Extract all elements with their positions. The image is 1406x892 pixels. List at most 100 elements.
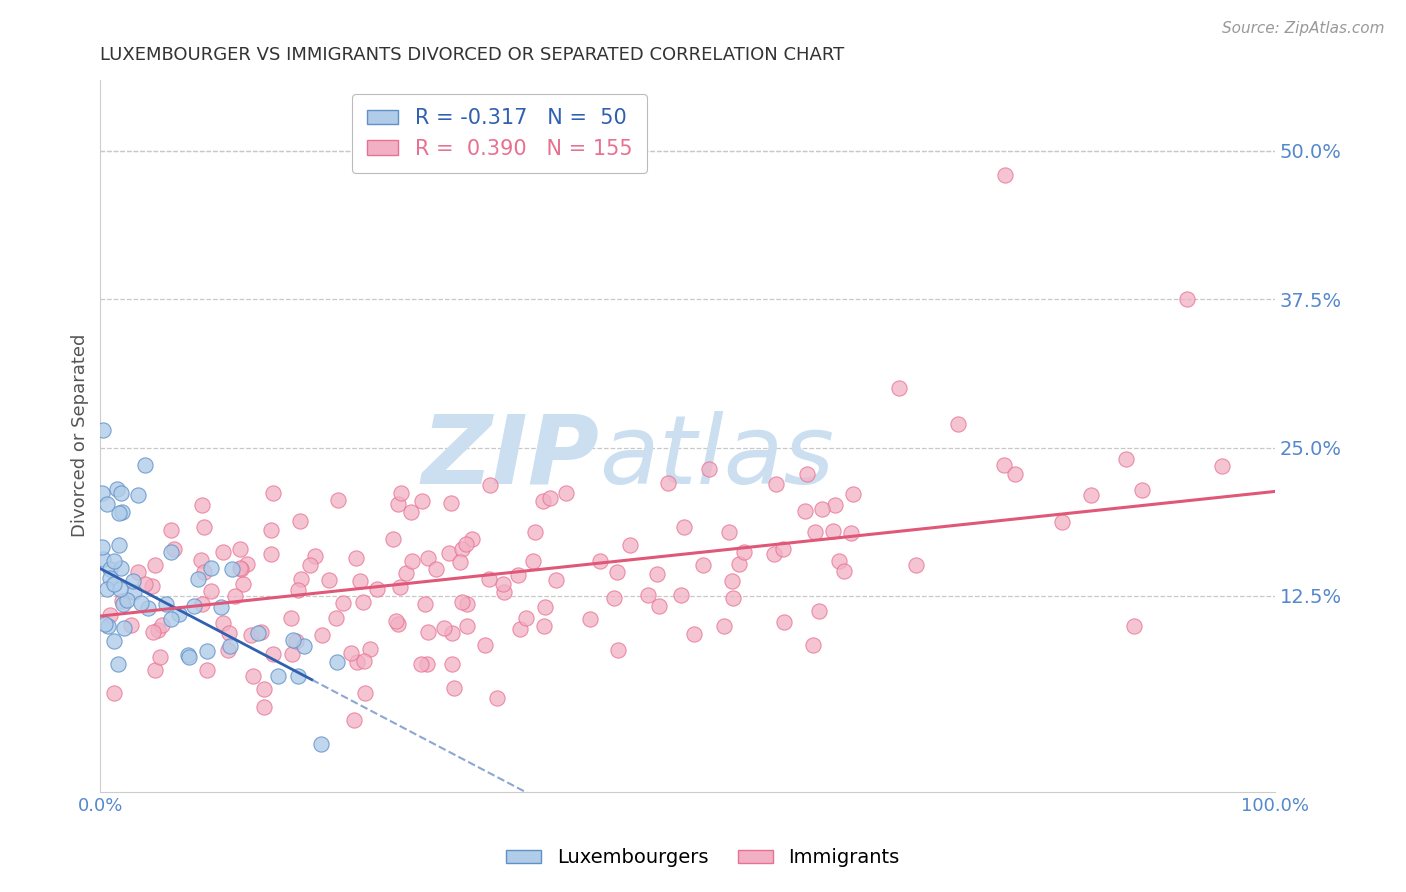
Point (842, 487, 865, 501)
Point (728, 557, 751, 571)
Point (538, 491, 561, 506)
Point (425, 562, 447, 576)
Point (492, 576, 515, 591)
Point (247, 625, 270, 640)
Point (142, 625, 165, 640)
Point (332, 595, 354, 609)
Point (127, 565, 149, 579)
Point (90, 485, 112, 500)
Point (385, 614, 408, 628)
Point (765, 476, 787, 491)
Point (91, 552, 114, 566)
Point (456, 619, 478, 633)
Point (143, 663, 166, 677)
Point (433, 621, 456, 635)
Point (353, 654, 375, 668)
Point (721, 574, 744, 589)
Point (387, 497, 409, 511)
Point (589, 554, 612, 568)
Point (508, 568, 530, 582)
Point (522, 554, 544, 568)
Point (108, 539, 131, 553)
Point (267, 668, 290, 682)
Point (603, 591, 626, 606)
Text: LUXEMBOURGER VS IMMIGRANTS DIVORCED OR SEPARATED CORRELATION CHART: LUXEMBOURGER VS IMMIGRANTS DIVORCED OR S… (100, 46, 845, 64)
Point (129, 596, 152, 610)
Point (120, 618, 142, 632)
Point (155, 597, 177, 611)
Point (492, 584, 515, 599)
Point (994, 168, 1017, 182)
Point (440, 657, 463, 672)
Point (229, 560, 252, 574)
Point (292, 640, 315, 654)
Point (232, 577, 254, 591)
Point (533, 619, 555, 633)
Point (439, 496, 461, 510)
Point (287, 669, 309, 683)
Point (828, 554, 851, 568)
Point (387, 616, 409, 631)
Point (801, 638, 824, 652)
Point (143, 558, 166, 573)
Point (401, 554, 423, 568)
Point (451, 595, 474, 609)
Point (217, 643, 239, 657)
Point (1211, 459, 1233, 474)
Point (200, 584, 222, 599)
Point (221, 561, 243, 575)
Text: atlas: atlas (599, 410, 835, 504)
Point (437, 546, 460, 560)
Point (772, 541, 794, 556)
Point (240, 628, 263, 642)
Point (121, 574, 143, 588)
Point (187, 573, 209, 587)
Point (794, 504, 817, 518)
Point (456, 537, 478, 551)
Point (127, 488, 149, 502)
Point (110, 486, 132, 500)
Point (177, 648, 200, 662)
Point (381, 532, 404, 546)
Point (105, 482, 128, 496)
Point (905, 558, 928, 573)
Point (111, 594, 134, 608)
Point (280, 611, 302, 625)
Text: ZIP: ZIP (422, 410, 599, 504)
Point (134, 577, 156, 591)
Point (669, 588, 692, 602)
Point (228, 541, 250, 556)
Point (253, 682, 276, 697)
Point (478, 572, 501, 586)
Point (340, 646, 363, 660)
Point (110, 561, 132, 575)
Point (134, 458, 156, 473)
Point (645, 566, 668, 581)
Point (531, 494, 554, 508)
Point (149, 650, 172, 665)
Point (146, 623, 169, 637)
Point (607, 643, 630, 657)
Point (887, 381, 910, 395)
Point (946, 417, 969, 431)
Point (717, 524, 740, 539)
Point (288, 514, 311, 528)
Point (808, 604, 831, 618)
Point (824, 498, 846, 512)
Point (93, 617, 115, 632)
Point (619, 537, 641, 551)
Point (98, 607, 121, 622)
Point (648, 599, 671, 614)
Point (1175, 292, 1198, 306)
Point (474, 639, 496, 653)
Point (734, 545, 756, 559)
Point (579, 612, 602, 626)
Point (195, 663, 218, 677)
Point (160, 545, 183, 559)
Point (195, 644, 218, 658)
Point (177, 649, 200, 664)
Point (262, 486, 284, 500)
Point (416, 624, 439, 639)
Point (98, 562, 121, 576)
Point (252, 699, 274, 714)
